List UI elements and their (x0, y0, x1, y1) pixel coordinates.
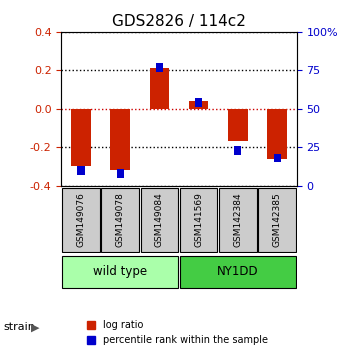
Bar (156, 63, 163, 72)
Text: GSM142384: GSM142384 (233, 192, 242, 247)
Bar (195, 98, 202, 107)
FancyBboxPatch shape (101, 188, 139, 252)
Bar (117, 169, 124, 178)
FancyBboxPatch shape (62, 188, 100, 252)
Bar (234, 146, 241, 155)
Bar (71, 109, 91, 166)
FancyBboxPatch shape (180, 256, 296, 289)
Text: GSM141569: GSM141569 (194, 192, 203, 247)
FancyBboxPatch shape (219, 188, 257, 252)
Text: GSM149084: GSM149084 (155, 192, 164, 247)
Text: strain: strain (3, 322, 35, 332)
Title: GDS2826 / 114c2: GDS2826 / 114c2 (112, 14, 246, 29)
Text: GSM142385: GSM142385 (272, 192, 282, 247)
Bar (273, 154, 281, 162)
Text: wild type: wild type (93, 265, 147, 278)
Text: GSM149078: GSM149078 (116, 192, 125, 247)
FancyBboxPatch shape (62, 256, 178, 289)
Bar (189, 101, 208, 109)
Bar (110, 109, 130, 170)
Bar (77, 166, 85, 175)
FancyBboxPatch shape (180, 188, 218, 252)
Text: NY1DD: NY1DD (217, 265, 259, 278)
Text: GSM149076: GSM149076 (76, 192, 86, 247)
Bar (150, 68, 169, 109)
Bar (228, 109, 248, 142)
Text: ▶: ▶ (31, 322, 39, 332)
Bar (267, 109, 287, 159)
Legend: log ratio, percentile rank within the sample: log ratio, percentile rank within the sa… (83, 316, 271, 349)
FancyBboxPatch shape (258, 188, 296, 252)
FancyBboxPatch shape (140, 188, 178, 252)
